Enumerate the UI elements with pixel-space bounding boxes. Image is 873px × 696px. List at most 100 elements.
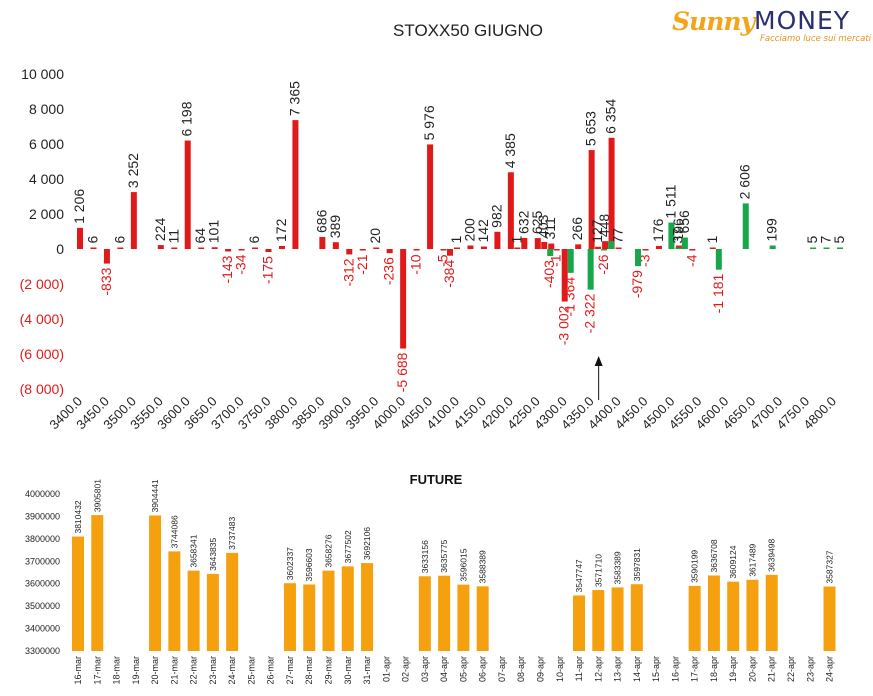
future-bar xyxy=(727,581,740,651)
green-bar xyxy=(668,222,675,249)
red-data-label: -5 688 xyxy=(394,352,410,392)
green-bar xyxy=(742,203,749,249)
green-bar xyxy=(823,247,830,249)
future-data-label: 3810432 xyxy=(73,500,83,533)
chart-title: STOXX50 GIUGNO xyxy=(393,21,543,40)
red-data-label: 64 xyxy=(192,228,208,244)
future-bar xyxy=(630,584,643,651)
future-x-tick-label: 12-apr xyxy=(593,656,603,682)
future-x-tick-label: 07-apr xyxy=(497,656,507,682)
future-data-label: 3587327 xyxy=(825,550,835,583)
red-data-label: -175 xyxy=(260,256,276,284)
future-bar xyxy=(765,574,778,651)
red-data-label: 5 976 xyxy=(421,105,437,140)
red-bar xyxy=(292,120,299,249)
future-bar xyxy=(303,584,316,651)
red-bar xyxy=(709,247,716,249)
future-x-tick-label: 01-apr xyxy=(381,656,391,682)
green-data-label: -403 xyxy=(541,260,557,288)
future-bar xyxy=(322,570,335,651)
future-bar xyxy=(823,586,836,651)
red-data-label: 6 198 xyxy=(179,101,195,136)
future-data-label: 3597831 xyxy=(632,548,642,581)
future-x-tick-label: 18-mar xyxy=(112,656,122,685)
red-bar xyxy=(157,245,164,249)
green-bar xyxy=(567,249,574,273)
green-data-label: 656 xyxy=(676,210,692,234)
future-x-tick-label: 09-apr xyxy=(535,656,545,682)
logo-tagline: Facciamo luce sui mercati xyxy=(760,34,872,44)
future-y-tick-label: 3300000 xyxy=(25,646,60,656)
future-x-tick-label: 15-apr xyxy=(651,656,661,682)
red-bar xyxy=(130,192,137,249)
future-x-tick-label: 29-mar xyxy=(324,656,334,685)
red-data-label: 11 xyxy=(165,229,181,244)
green-data-label: 199 xyxy=(764,218,780,242)
green-data-label: 7 xyxy=(818,236,834,244)
future-bar xyxy=(573,595,586,651)
future-x-tick-label: 23-apr xyxy=(805,656,815,682)
future-data-label: 3633156 xyxy=(420,540,430,573)
future-bar xyxy=(746,579,759,651)
future-data-label: 3643835 xyxy=(208,538,218,571)
green-data-label: 37 xyxy=(669,228,685,244)
future-data-label: 3590199 xyxy=(690,550,700,583)
future-x-tick-label: 13-apr xyxy=(613,656,623,682)
green-data-label: 2 606 xyxy=(737,164,753,199)
green-data-label: -1 181 xyxy=(710,273,726,313)
y-tick-label: 4 000 xyxy=(29,171,64,187)
red-bar xyxy=(238,249,245,251)
future-bar xyxy=(361,563,374,651)
green-bar xyxy=(601,249,608,251)
red-bar xyxy=(373,247,380,249)
red-bar xyxy=(480,246,487,249)
future-data-label: 3571710 xyxy=(593,554,603,587)
future-y-tick-label: 3800000 xyxy=(25,534,60,544)
future-bar xyxy=(476,586,489,651)
red-data-label: 3 252 xyxy=(125,153,141,188)
red-data-label: 632 xyxy=(515,210,531,234)
future-x-tick-label: 20-apr xyxy=(747,656,757,682)
sunny-money-logo: Sunny MONEY Facciamo luce sui mercati xyxy=(668,4,873,48)
red-bar xyxy=(278,245,285,249)
red-bar xyxy=(548,243,555,249)
future-data-label: 3737483 xyxy=(227,517,237,550)
future-data-label: 3609124 xyxy=(728,545,738,578)
red-data-label: -833 xyxy=(98,267,114,295)
red-data-label: 6 xyxy=(111,236,127,244)
future-x-tick-label: 11-apr xyxy=(574,656,584,681)
red-data-label: 20 xyxy=(367,228,383,244)
red-data-label: 224 xyxy=(152,218,168,242)
future-x-tick-label: 08-apr xyxy=(516,656,526,682)
red-bar xyxy=(332,242,339,249)
future-bar xyxy=(91,515,104,651)
red-bar xyxy=(655,245,662,249)
future-bar xyxy=(611,587,624,651)
red-bar xyxy=(446,249,453,256)
future-title: FUTURE xyxy=(410,472,463,487)
red-bar xyxy=(103,249,110,264)
red-bar xyxy=(117,247,124,249)
y-tick-label: (8 000) xyxy=(20,381,64,397)
future-bar xyxy=(206,573,219,651)
future-x-tick-label: 16-mar xyxy=(73,656,83,685)
red-data-label: -5 xyxy=(435,254,451,267)
red-data-label: 311 xyxy=(542,217,558,240)
red-data-label: 1 xyxy=(508,236,524,244)
future-data-label: 3547747 xyxy=(574,559,584,592)
y-tick-label: 0 xyxy=(56,241,64,257)
future-data-label: 3596603 xyxy=(304,548,314,581)
future-x-tick-label: 24-mar xyxy=(227,656,237,685)
future-bar xyxy=(283,583,296,651)
future-x-tick-label: 21-mar xyxy=(169,656,179,685)
red-bar xyxy=(602,241,609,249)
green-data-label: -26 xyxy=(595,254,611,274)
future-bar xyxy=(187,570,200,651)
future-x-tick-label: 22-mar xyxy=(189,656,199,685)
red-bar xyxy=(615,247,622,249)
future-bar xyxy=(438,575,451,651)
y-tick-label: 2 000 xyxy=(29,206,64,222)
future-y-tick-label: 3600000 xyxy=(25,579,60,589)
green-bar xyxy=(635,249,642,267)
annotation-arrow-head xyxy=(594,356,603,366)
